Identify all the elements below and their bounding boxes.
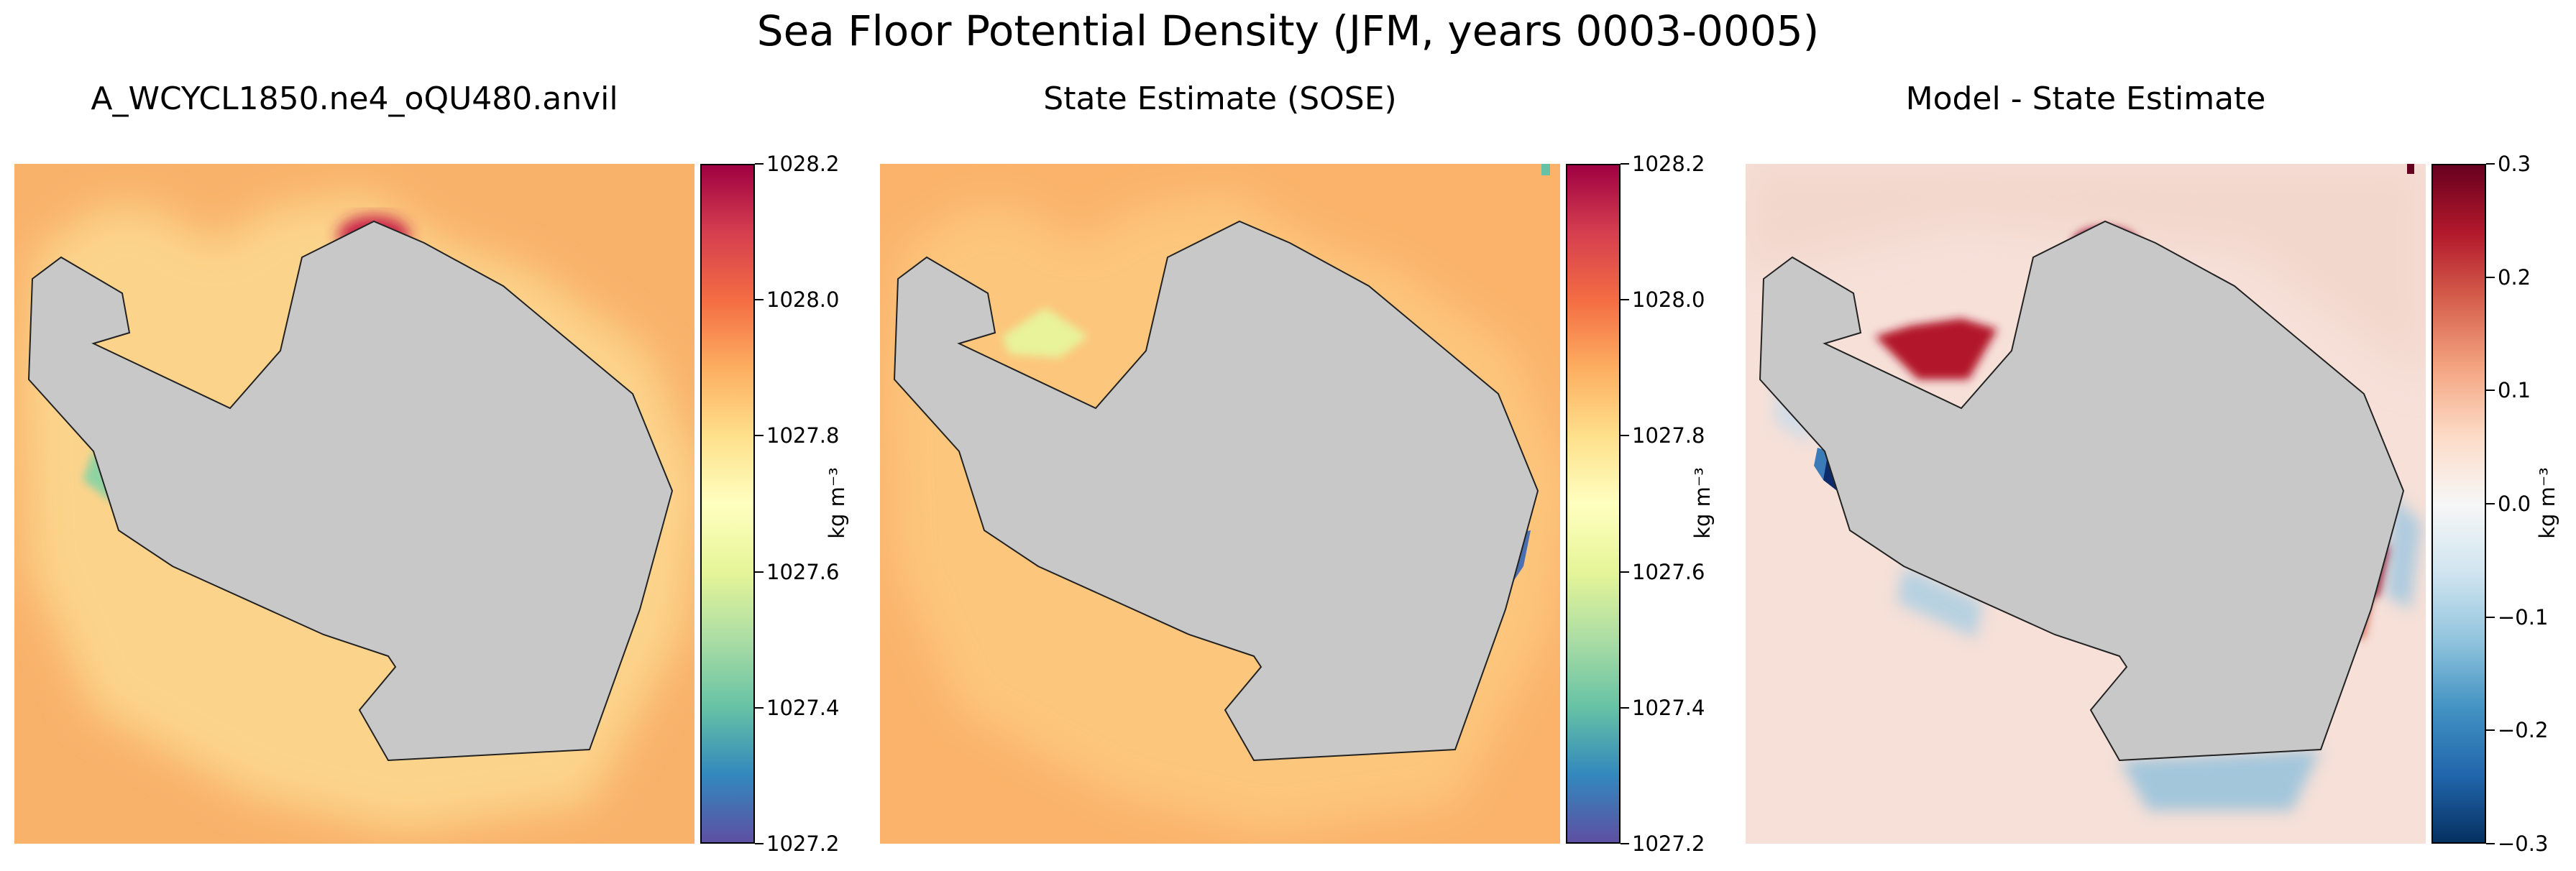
colorbar-3-tickmark [2486,616,2495,618]
colorbar-1-tick-label: 1027.6 [766,559,840,584]
panel-1-title: A_WCYCL1850.ne4_oQU480.anvil [91,80,618,117]
colorbar-3-tick-label: −0.1 [2498,604,2549,630]
colorbar-1-tick-label: 1028.2 [766,152,840,176]
panel-1-land [27,220,674,762]
colorbar-1-tick-label: 1027.2 [766,831,840,856]
panel-3-title: Model - State Estimate [1905,80,2266,117]
colorbar-2-tick-label: 1028.0 [1632,287,1705,313]
panel-1-svg [14,164,695,844]
panel-2-colorbar [1566,164,1621,844]
panel-3-blue-shelf-south [2119,750,2321,811]
colorbar-1-tick-label: 1027.4 [766,695,840,720]
colorbar-1-tickmark [755,163,764,165]
colorbar-3-tickmark [2486,843,2495,844]
panel-3-svg [1746,164,2426,844]
panel-3-land [1759,220,2405,762]
panel-3-topright-speck [2407,164,2414,174]
panel-1-map [14,164,695,844]
colorbar-1-tickmark [755,843,764,844]
colorbar-3-tickmark [2486,503,2495,504]
panel-2-svg [880,164,1560,844]
colorbar-3-tick-label: 0.2 [2498,264,2531,290]
colorbar-1-tickmark [755,706,764,709]
colorbar-3-tick-label: 0.0 [2498,492,2531,516]
colorbar-3-tick-label: −0.2 [2498,718,2549,743]
figure-title: Sea Floor Potential Density (JFM, years … [756,6,1820,55]
colorbar-2-tickmark [1621,163,1629,165]
colorbar-2-tick-label: 1027.2 [1632,831,1705,856]
colorbar-3-tickmark [2486,390,2495,392]
panel-1-colorbar [700,164,755,844]
panel-3-colorbar [2431,164,2486,844]
panel-2-topright-speck [1541,164,1550,175]
colorbar-1-svg [700,164,755,844]
panel-2-map [880,164,1560,844]
colorbar-1-tick-label: 1027.8 [766,423,840,448]
panel-2-title: State Estimate (SOSE) [1043,80,1397,117]
colorbar-2-tickmark [1621,843,1629,844]
colorbar-2-tick-label: 1027.4 [1632,695,1705,720]
colorbar-1-label: kg m⁻³ [825,467,849,539]
colorbar-3-tick-label: 0.3 [2498,152,2531,176]
colorbar-3-tickmark [2486,729,2495,732]
colorbar-2-tickmark [1621,435,1629,437]
panel-3-map [1746,164,2426,844]
panel-2-yellow-coast [1002,308,1088,358]
colorbar-2-tickmark [1621,706,1629,709]
colorbar-3-svg [2431,164,2486,844]
colorbar-1-tickmark [755,435,764,437]
colorbar-2-tick-label: 1027.8 [1632,423,1705,448]
colorbar-1-tick-label: 1028.0 [766,287,840,313]
colorbar-3-tick-label: 0.1 [2498,378,2531,403]
colorbar-2-tickmark [1621,571,1629,573]
colorbar-2-label: kg m⁻³ [1690,467,1715,539]
colorbar-1-tickmark [755,571,764,573]
colorbar-2-tick-label: 1027.6 [1632,559,1705,584]
colorbar-3-tick-label: −0.3 [2498,831,2549,856]
colorbar-2-svg [1566,164,1621,844]
panel-2-land [893,220,1539,762]
colorbar-3-tickmark [2486,163,2495,165]
panel-3-red-coast [1875,318,1997,379]
colorbar-2-tickmark [1621,299,1629,301]
colorbar-1-tickmark [755,299,764,301]
colorbar-2-tick-label: 1028.2 [1632,152,1705,176]
colorbar-3-tickmark [2486,276,2495,278]
colorbar-3-label: kg m⁻³ [2535,467,2559,539]
